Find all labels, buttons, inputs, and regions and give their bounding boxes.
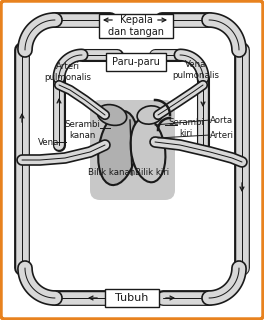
Text: Aorta: Aorta [210, 116, 233, 124]
Text: Paru-paru: Paru-paru [112, 57, 160, 67]
Ellipse shape [98, 111, 138, 185]
Text: Arteri
pulmonalis: Arteri pulmonalis [45, 62, 92, 82]
Text: Serambi
kanan: Serambi kanan [64, 120, 100, 140]
Ellipse shape [97, 105, 127, 125]
Ellipse shape [137, 106, 163, 124]
Text: Bilik kanan: Bilik kanan [88, 167, 136, 177]
FancyBboxPatch shape [99, 14, 173, 38]
FancyBboxPatch shape [106, 53, 166, 71]
Text: Kepala
dan tangan: Kepala dan tangan [108, 15, 164, 37]
FancyBboxPatch shape [105, 289, 159, 307]
Text: Vena: Vena [38, 138, 59, 147]
Text: Serambi
kiri: Serambi kiri [168, 118, 204, 138]
Text: Arteri: Arteri [210, 131, 234, 140]
Text: Vena
pulmonalis: Vena pulmonalis [172, 60, 219, 80]
Ellipse shape [131, 118, 166, 182]
Text: Bilik kiri: Bilik kiri [135, 167, 169, 177]
FancyBboxPatch shape [90, 100, 175, 200]
Text: Tubuh: Tubuh [115, 293, 149, 303]
